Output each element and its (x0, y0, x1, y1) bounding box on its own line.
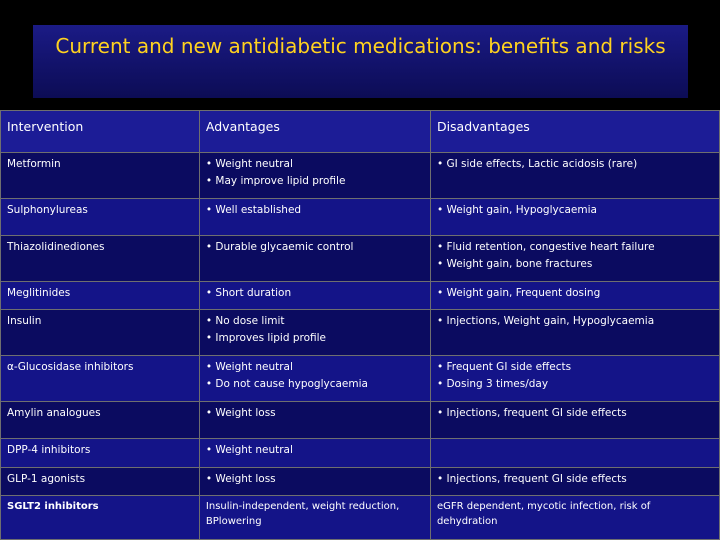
disadvantage-item: • Injections, frequent GI side effects (436, 472, 627, 485)
intervention-cell: Amylin analogues (0, 401, 200, 440)
intervention-cell: DPP-4 inhibitors (0, 438, 200, 468)
intervention-cell: Insulin (0, 309, 200, 357)
disadvantage-item: • Dosing 3 times/day (436, 378, 549, 391)
advantage-item: Insulin-independent, weight reduction, B… (205, 501, 400, 528)
intervention-cell: Thiazolidinediones (0, 234, 200, 282)
advantage-item: • Do not cause hypoglycaemia (205, 378, 368, 391)
title-band (33, 25, 688, 98)
advantage-item: • Weight neutral (205, 444, 293, 457)
advantage-item: • May improve lipid profile (205, 174, 346, 187)
advantages-cell: • Weight loss (198, 401, 431, 440)
advantage-item: • Well established (205, 203, 302, 216)
table-row: GLP-1 agonists • Weight loss • Injections,… (0, 466, 720, 497)
advantages-cell: • Durable glycaemic control (198, 234, 431, 282)
advantage-item: • Weight loss (205, 407, 276, 420)
table-row: Insulin • No dose limit • Improves lipid p… (0, 309, 720, 357)
disadvantage-item: • Weight gain, Frequent dosing (436, 286, 601, 299)
advantages-cell: • Weight loss (198, 466, 431, 497)
disadvantages-cell: • Weight gain, Frequent dosing (429, 280, 720, 311)
advantage-item: • Weight neutral (205, 361, 293, 374)
table-header-row: Intervention Advantages Disadvantages (0, 110, 720, 153)
advantage-item: • Improves lipid profile (205, 332, 327, 345)
header-intervention: Intervention (0, 110, 200, 153)
table-row: DPP-4 inhibitors • Weight neutral (0, 438, 720, 468)
disadvantage-item: • GI side effects, Lactic acidosis (rare… (436, 157, 638, 170)
advantages-cell: Insulin-independent, weight reduction, B… (198, 495, 431, 540)
disadvantage-item: • Weight gain, bone fractures (436, 257, 593, 270)
table-row: Amylin analogues • Weight loss • Injection… (0, 401, 720, 440)
disadvantage-item: • Frequent GI side effects (436, 361, 572, 374)
table-row: Metformin • Weight neutral • May improve l… (0, 151, 720, 199)
disadvantages-cell: • Frequent GI side effects • Dosing 3 tim… (429, 355, 720, 403)
disadvantage-item: • Injections, frequent GI side effects (436, 407, 627, 420)
table-row: α-Glucosidase inhibitors • Weight neutral… (0, 355, 720, 403)
disadvantages-cell: • Fluid retention, congestive heart fail… (429, 234, 720, 282)
disadvantages-cell (429, 438, 720, 468)
advantages-cell: • Weight neutral • Do not cause hypoglyca… (198, 355, 431, 403)
table-row: Meglitinides • Short duration • Weight gai… (0, 280, 720, 311)
advantage-item: • No dose limit (205, 315, 285, 328)
table-row: Thiazolidinediones • Durable glycaemic co… (0, 234, 720, 282)
disadvantage-item: • Weight gain, Hypoglycaemia (436, 203, 597, 216)
advantages-cell: • Weight neutral (198, 438, 431, 468)
disadvantages-cell: • Injections, frequent GI side effects (429, 466, 720, 497)
table-row: SGLT2 inhibitors Insulin-independent, wei… (0, 495, 720, 540)
advantages-cell: • Short duration (198, 280, 431, 311)
intervention-cell: GLP-1 agonists (0, 466, 200, 497)
intervention-cell: SGLT2 inhibitors (0, 495, 200, 540)
advantage-item: • Durable glycaemic control (205, 240, 354, 253)
advantages-cell: • Well established (198, 197, 431, 236)
disadvantages-cell: • Injections, Weight gain, Hypoglycaemia (429, 309, 720, 357)
medications-table: Intervention Advantages Disadvantages Me… (0, 110, 720, 540)
disadvantages-cell: • GI side effects, Lactic acidosis (rare… (429, 151, 720, 199)
disadvantage-item: eGFR dependent, mycotic infection, risk … (436, 501, 651, 528)
advantage-item: • Weight loss (205, 472, 276, 485)
intervention-cell: Meglitinides (0, 280, 200, 311)
intervention-cell: Sulphonylureas (0, 197, 200, 236)
disadvantage-item: • Injections, Weight gain, Hypoglycaemia (436, 315, 655, 328)
disadvantages-cell: • Injections, frequent GI side effects (429, 401, 720, 440)
header-disadvantages: Disadvantages (429, 110, 720, 153)
advantages-cell: • Weight neutral • May improve lipid prof… (198, 151, 431, 199)
intervention-cell: Metformin (0, 151, 200, 199)
header-advantages: Advantages (198, 110, 431, 153)
intervention-cell: α-Glucosidase inhibitors (0, 355, 200, 403)
table-row: Sulphonylureas • Well established • Weight… (0, 197, 720, 236)
disadvantages-cell: • Weight gain, Hypoglycaemia (429, 197, 720, 236)
advantages-cell: • No dose limit • Improves lipid profile (198, 309, 431, 357)
disadvantage-item: • Fluid retention, congestive heart fail… (436, 240, 655, 253)
advantage-item: • Short duration (205, 286, 292, 299)
advantage-item: • Weight neutral (205, 157, 293, 170)
page-title: Current and new antidiabetic medications… (55, 34, 666, 58)
disadvantages-cell: eGFR dependent, mycotic infection, risk … (429, 495, 720, 540)
